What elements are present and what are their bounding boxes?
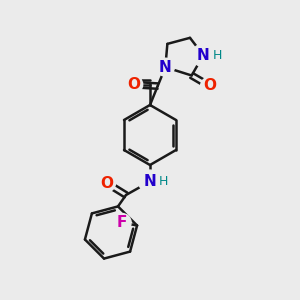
Circle shape [156,58,174,76]
Text: O: O [100,176,113,190]
Circle shape [98,174,116,192]
Text: N: N [197,48,210,63]
Text: F: F [117,215,127,230]
Circle shape [139,170,161,193]
Text: N: N [159,60,172,75]
Circle shape [201,77,219,95]
Circle shape [113,214,131,232]
Text: H: H [159,175,168,188]
Text: N: N [144,174,156,189]
Circle shape [125,76,143,94]
Text: O: O [203,79,216,94]
Circle shape [192,44,215,67]
Text: O: O [127,77,140,92]
Text: H: H [212,49,222,62]
